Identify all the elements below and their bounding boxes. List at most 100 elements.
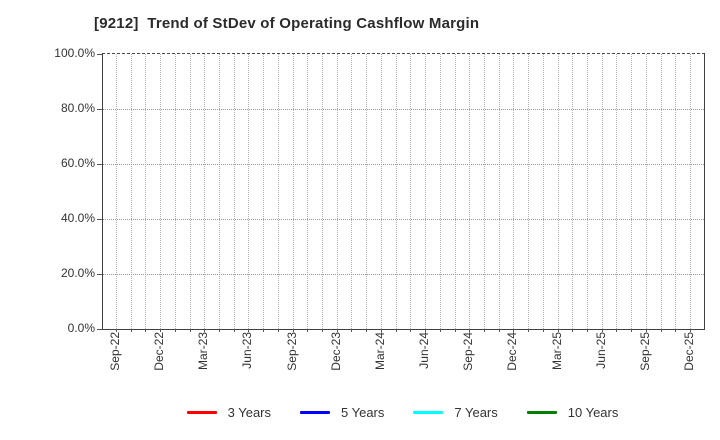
x-tick-mark [174, 329, 176, 332]
x-tick-mark [380, 329, 382, 332]
x-tick-label: Jun-25 [593, 332, 608, 369]
vertical-gridline [322, 54, 324, 329]
legend: 3 Years 5 Years 7 Years 10 Years [102, 400, 703, 424]
x-tick-mark [616, 329, 618, 332]
vertical-gridline [174, 54, 176, 329]
x-tick-label: Sep-23 [284, 332, 299, 371]
x-tick-mark [263, 329, 265, 332]
x-tick-mark [366, 329, 368, 332]
vertical-gridline [219, 54, 221, 329]
plot-area [97, 53, 705, 332]
y-tick-label: 60.0% [60, 156, 95, 170]
vertical-gridline [675, 54, 677, 329]
vertical-gridline [498, 54, 500, 329]
x-tick-mark [160, 329, 162, 332]
x-tick-mark [410, 329, 412, 332]
x-tick-label: Dec-22 [152, 332, 167, 371]
vertical-gridline [483, 54, 485, 329]
x-tick-mark [395, 329, 397, 332]
x-tick-mark [130, 329, 132, 332]
x-tick-mark [483, 329, 485, 332]
x-tick-label: Mar-25 [549, 332, 564, 371]
x-tick-mark [145, 329, 147, 332]
vertical-gridline [366, 54, 368, 329]
vertical-gridline [160, 54, 162, 329]
x-tick-mark [631, 329, 633, 332]
legend-item: 7 Years [413, 404, 498, 420]
y-tick-mark [97, 274, 102, 275]
vertical-gridline [292, 54, 294, 329]
legend-line-swatch [300, 410, 330, 414]
vertical-gridline [631, 54, 633, 329]
y-tick-label: 40.0% [60, 211, 95, 225]
x-tick-mark [292, 329, 294, 332]
x-tick-mark [425, 329, 427, 332]
horizontal-gridline [103, 109, 704, 110]
x-tick-label: Sep-22 [108, 332, 122, 371]
vertical-gridline [690, 54, 691, 329]
vertical-gridline [616, 54, 618, 329]
y-tick-label: 20.0% [60, 266, 95, 280]
y-tick-mark [97, 329, 102, 330]
x-tick-mark [322, 329, 324, 332]
vertical-gridline [277, 54, 279, 329]
vertical-gridline [233, 54, 235, 329]
vertical-gridline [410, 54, 412, 329]
x-tick-mark [219, 329, 221, 332]
x-tick-label: Mar-24 [372, 332, 387, 371]
legend-line-swatch [413, 410, 444, 414]
vertical-gridline [130, 54, 132, 329]
x-tick-mark [204, 329, 206, 332]
vertical-gridline [454, 54, 456, 329]
x-tick-mark [233, 329, 235, 332]
y-tick-mark [97, 109, 102, 110]
legend-item: 5 Years [300, 405, 384, 420]
x-tick-mark [469, 329, 471, 332]
x-tick-mark [454, 329, 456, 332]
x-tick-mark [439, 329, 441, 332]
legend-item-label: 7 Years [454, 404, 498, 420]
x-tick-mark [277, 329, 279, 332]
vertical-gridline [263, 54, 265, 329]
vertical-gridline [660, 54, 662, 329]
y-tick-label: 80.0% [60, 101, 95, 115]
x-tick-mark [660, 329, 662, 332]
x-tick-mark [645, 329, 647, 332]
x-tick-mark [351, 329, 353, 332]
y-tick-mark [97, 164, 102, 165]
x-tick-mark [572, 329, 574, 332]
x-tick-label: Mar-23 [196, 332, 211, 371]
horizontal-gridline [103, 274, 704, 275]
y-tick-label: 0.0% [67, 321, 95, 335]
vertical-gridline [528, 54, 530, 329]
vertical-gridline [439, 54, 441, 329]
vertical-gridline [542, 54, 544, 329]
vertical-gridline [557, 54, 559, 329]
x-tick-mark [528, 329, 530, 332]
vertical-gridline [189, 54, 191, 329]
x-tick-label: Dec-25 [682, 332, 696, 371]
x-tick-mark [248, 329, 250, 332]
x-tick-label: Jun-23 [240, 332, 255, 369]
x-tick-label: Dec-23 [328, 332, 343, 371]
vertical-gridline [145, 54, 147, 329]
vertical-gridline [336, 54, 338, 329]
x-tick-mark [336, 329, 338, 332]
y-tick-mark [97, 219, 102, 220]
x-tick-mark [307, 329, 309, 332]
vertical-gridline [572, 54, 574, 329]
vertical-gridline [307, 54, 309, 329]
vertical-gridline [395, 54, 397, 329]
y-tick-label: 100.0% [54, 46, 95, 60]
x-tick-label: Sep-25 [637, 332, 652, 371]
x-tick-mark [116, 329, 117, 332]
vertical-gridline [248, 54, 250, 329]
vertical-gridline [425, 54, 427, 329]
legend-item: 10 Years [526, 405, 618, 420]
x-tick-mark [601, 329, 603, 332]
vertical-gridline [469, 54, 471, 329]
x-tick-mark [542, 329, 544, 332]
x-tick-mark [557, 329, 559, 332]
horizontal-gridline [103, 164, 704, 165]
